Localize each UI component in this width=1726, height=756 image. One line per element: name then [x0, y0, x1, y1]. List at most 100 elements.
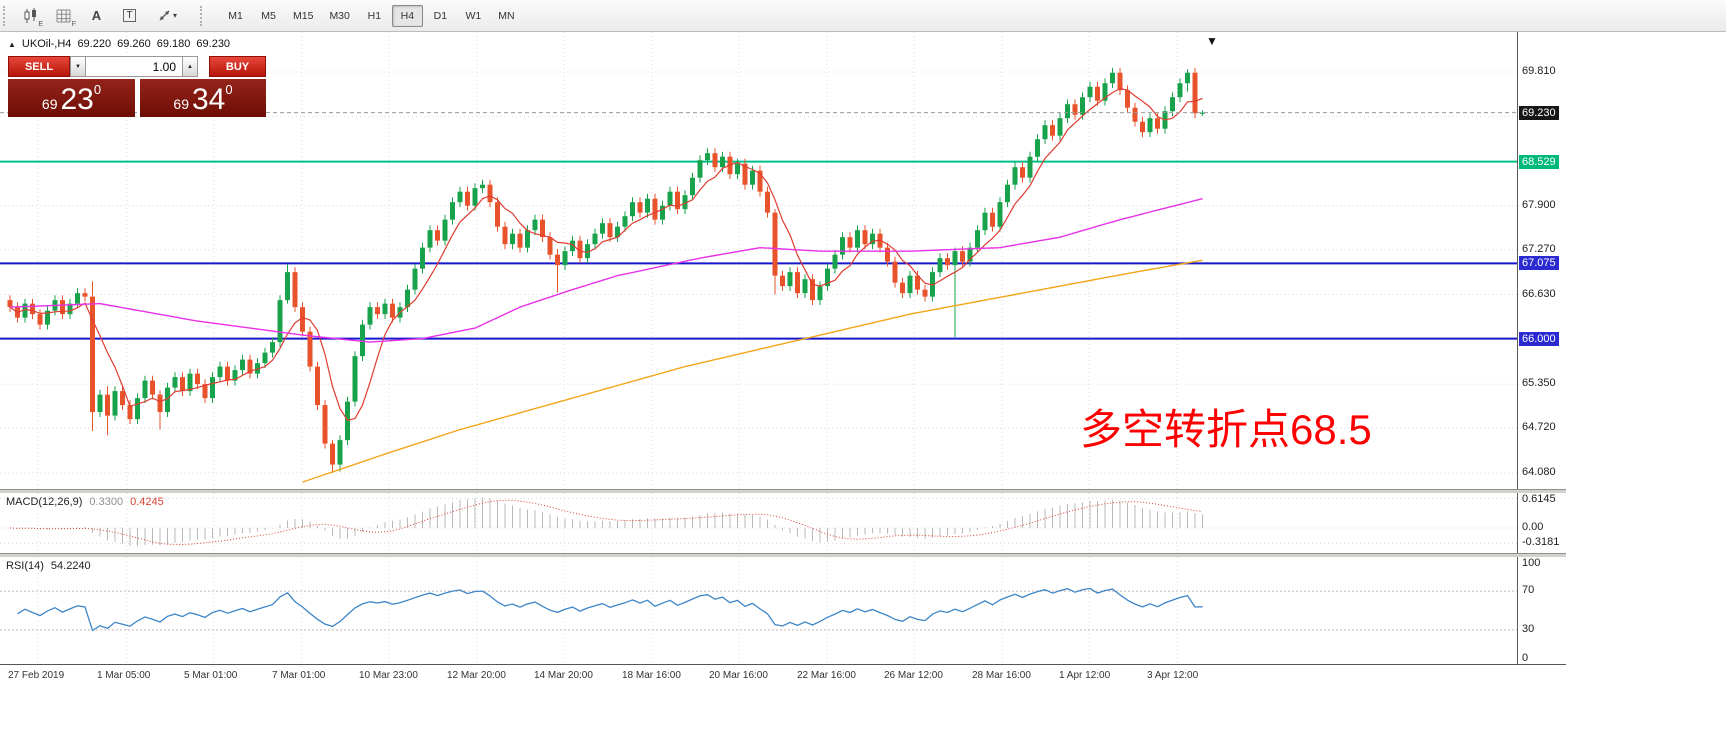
- rsi-panel: 100 70 30 0 RSI(14) 54.2240: [0, 557, 1566, 664]
- rsi-axis[interactable]: 100 70 30 0: [1517, 557, 1566, 664]
- time-axis-label: 22 Mar 16:00: [797, 670, 856, 681]
- buy-price-prefix: 69: [173, 96, 189, 112]
- timeframe-button-m30[interactable]: M30: [329, 9, 350, 22]
- time-axis-label: 1 Mar 05:00: [97, 670, 151, 681]
- label-tool-icon[interactable]: T: [115, 3, 144, 28]
- buy-price-tile[interactable]: 69 34 0: [140, 79, 266, 117]
- timeframe-button-h1[interactable]: H1: [367, 9, 382, 22]
- price-badge: 67.075: [1519, 256, 1559, 271]
- price-axis-label: 69.810: [1522, 65, 1556, 78]
- timeframe-button-m1[interactable]: M1: [228, 9, 243, 22]
- chart-annotation-text[interactable]: 多空转折点68.5: [1080, 406, 1372, 453]
- timeframe-button-h4[interactable]: H4: [391, 4, 423, 27]
- panel-splitter[interactable]: [0, 553, 1566, 557]
- candles-icon[interactable]: E: [16, 3, 45, 28]
- buy-price-sup: 0: [225, 82, 233, 97]
- time-axis-label: 12 Mar 20:00: [447, 670, 506, 681]
- rsi-line: [17, 587, 1203, 632]
- macd-canvas[interactable]: [0, 493, 1518, 553]
- grid-glyph: [56, 9, 71, 22]
- volume-increase-button[interactable]: ▲: [182, 56, 198, 77]
- grid-icon[interactable]: F: [49, 3, 78, 28]
- macd-axis-label: 0.6145: [1522, 493, 1556, 505]
- price-badge: 66.000: [1519, 331, 1559, 346]
- arrows-tool-icon[interactable]: ▾: [148, 3, 186, 28]
- ohlc-high: 69.260: [117, 38, 151, 50]
- rsi-canvas[interactable]: [0, 557, 1518, 664]
- toolbar-grip[interactable]: [3, 5, 9, 26]
- macd-axis-label: 0.00: [1522, 521, 1544, 533]
- time-axis-label: 14 Mar 20:00: [534, 670, 593, 681]
- price-axis-label: 64.720: [1522, 421, 1556, 434]
- buy-price-big: 34: [191, 83, 226, 116]
- candles-glyph: [24, 7, 36, 23]
- sell-button[interactable]: SELL: [8, 56, 70, 77]
- rsi-value: 54.2240: [50, 560, 91, 572]
- text-tool-icon[interactable]: A: [82, 3, 111, 28]
- ohlc-open: 69.220: [77, 38, 112, 50]
- time-axis-label: 5 Mar 01:00: [184, 670, 238, 681]
- time-axis-label: 27 Feb 2019: [8, 670, 65, 681]
- macd-histogram: [17, 497, 1203, 547]
- rsi-axis-label: 70: [1522, 584, 1535, 597]
- ma-mid-line: [9, 198, 1203, 343]
- macd-axis-label: -0.3181: [1522, 536, 1560, 549]
- price-axis[interactable]: 69.810 67.900 67.270 66.630 65.350 64.720 64.0…: [1517, 32, 1566, 489]
- rsi-label: RSI(14): [6, 560, 44, 572]
- macd-main-value: 0.3300: [89, 496, 124, 508]
- sell-price-sup: 0: [93, 82, 102, 97]
- icon-badge: F: [71, 21, 76, 28]
- time-axis[interactable]: 27 Feb 2019 1 Mar 05:00 5 Mar 01:00 7 Mar 0…: [0, 664, 1566, 687]
- main-chart-panel: 69.810 67.900 67.270 66.630 65.350 64.720 64.0…: [0, 32, 1566, 489]
- rsi-label-row: RSI(14) 54.2240: [6, 560, 91, 572]
- time-axis-label: 18 Mar 16:00: [622, 670, 681, 681]
- buy-button[interactable]: BUY: [209, 56, 266, 77]
- arrows-glyph: [159, 10, 170, 20]
- ohlc-close: 69.230: [196, 38, 231, 50]
- time-axis-label: 10 Mar 23:00: [359, 670, 418, 681]
- price-badge: 69.230: [1519, 105, 1559, 120]
- volume-input[interactable]: [86, 56, 182, 77]
- ma-slow-line: [302, 259, 1203, 483]
- timeframe-button-w1[interactable]: W1: [465, 9, 482, 22]
- sell-price-big: 23: [60, 83, 94, 116]
- timeframe-button-m15[interactable]: M15: [293, 9, 314, 22]
- text-tool-glyph: A: [91, 8, 102, 23]
- rsi-axis-label: 0: [1522, 652, 1529, 664]
- sell-price-tile[interactable]: 69 23 0: [8, 79, 135, 117]
- arrow-down-marker-icon[interactable]: ▼: [1206, 34, 1218, 48]
- one-click-trade-panel: SELL ▼ ▲ BUY 69 23 0 69 34 0: [8, 56, 266, 117]
- sell-price-prefix: 69: [41, 96, 58, 112]
- label-tool-glyph: T: [123, 9, 136, 22]
- time-axis-label: 7 Mar 01:00: [272, 670, 326, 681]
- ohlc-low: 69.180: [156, 38, 191, 50]
- symbol-label: UKOil-,H4: [21, 38, 72, 50]
- timeframe-button-m5[interactable]: M5: [261, 9, 276, 22]
- price-axis-label: 65.350: [1522, 377, 1556, 390]
- macd-signal-value: 0.4245: [130, 496, 164, 508]
- time-axis-label: 1 Apr 12:00: [1059, 670, 1111, 681]
- panel-splitter[interactable]: [0, 489, 1566, 493]
- candles-layer: [7, 67, 1205, 473]
- toolbar-grip[interactable]: [200, 5, 206, 26]
- toolbar: E F A T ▾ M1 M5 M15 M30 H1 H4 D1 W1 MN: [0, 0, 1726, 32]
- macd-signal-line: [9, 499, 1203, 545]
- time-axis-label: 26 Mar 12:00: [884, 670, 943, 681]
- price-axis-label: 64.080: [1522, 465, 1556, 478]
- timeframe-toolbar: M1 M5 M15 M30 H1 H4 D1 W1 MN: [219, 4, 523, 27]
- macd-axis[interactable]: 0.6145 0.00 -0.3181: [1517, 493, 1566, 553]
- time-axis-label: 28 Mar 16:00: [972, 670, 1031, 681]
- price-badge: 68.529: [1519, 154, 1559, 169]
- macd-label: MACD(12,26,9): [6, 496, 83, 508]
- one-click-toggle-icon[interactable]: ▲: [8, 39, 16, 49]
- icon-badge: E: [38, 21, 43, 28]
- volume-decrease-button[interactable]: ▼: [70, 56, 86, 77]
- rsi-axis-label: 30: [1522, 622, 1535, 635]
- price-axis-label: 67.270: [1522, 242, 1556, 255]
- chart-area: 69.810 67.900 67.270 66.630 65.350 64.720 64.0…: [0, 32, 1566, 687]
- timeframe-button-d1[interactable]: D1: [433, 9, 448, 22]
- symbol-ohlc-line: ▲ UKOil-,H4 69.220 69.260 69.180 69.230: [8, 38, 230, 50]
- timeframe-button-mn[interactable]: MN: [498, 9, 515, 22]
- ma-fast-line: [9, 87, 1203, 421]
